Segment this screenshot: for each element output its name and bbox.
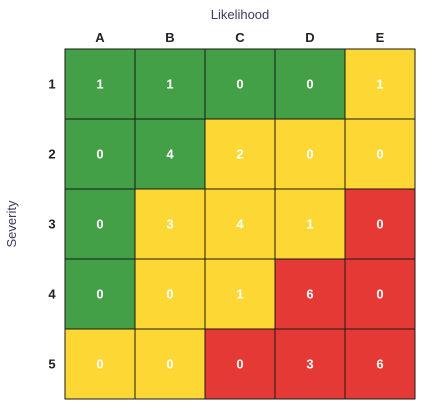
- heatmap-cell-value: 1: [236, 287, 243, 302]
- heatmap-cell: [274, 188, 346, 260]
- heatmap-cell: [64, 258, 136, 330]
- heatmap-cell: [204, 328, 276, 400]
- x-tick-label: B: [165, 30, 174, 45]
- y-tick-labels: 1 2 3 4 5: [48, 77, 56, 372]
- heatmap-cell-value: 4: [166, 147, 174, 162]
- heatmap-cell-value: 0: [306, 77, 313, 92]
- heatmap-cell: [274, 48, 346, 120]
- y-tick-label: 4: [48, 287, 56, 302]
- heatmap-cell: [64, 328, 136, 400]
- y-tick-label: 3: [48, 217, 55, 232]
- heatmap-cell: [204, 258, 276, 330]
- heatmap-cell: [274, 258, 346, 330]
- heatmap-cell-value: 3: [306, 357, 313, 372]
- x-tick-label: D: [305, 30, 314, 45]
- heatmap-cells: [64, 48, 416, 400]
- heatmap-cell-value: 4: [236, 217, 244, 232]
- x-tick-label: E: [376, 30, 385, 45]
- heatmap-cell-value: 1: [376, 77, 383, 92]
- heatmap-cell-value: 0: [96, 217, 103, 232]
- heatmap-cell-value: 0: [166, 357, 173, 372]
- heatmap-cell-value: 0: [306, 147, 313, 162]
- y-tick-label: 5: [48, 357, 55, 372]
- y-tick-label: 1: [48, 77, 55, 92]
- heatmap-cell: [134, 328, 206, 400]
- heatmap-cell-value: 6: [376, 357, 383, 372]
- heatmap-cell: [64, 118, 136, 190]
- heatmap-cell: [134, 258, 206, 330]
- heatmap-cell-value: 3: [166, 217, 173, 232]
- heatmap-cell-value: 0: [96, 357, 103, 372]
- heatmap-cell-value: 0: [236, 357, 243, 372]
- heatmap-cell: [344, 328, 416, 400]
- x-axis-title: Likelihood: [211, 7, 270, 22]
- heatmap-cell: [344, 118, 416, 190]
- y-axis-title: Severity: [4, 200, 19, 247]
- heatmap-cell-labels: 1 1 0 0 1 0 4 2 0 0 0 3 4 1 0 0 0 1 6 0 0 0 0 3 6: [96, 77, 383, 372]
- heatmap-cell: [204, 48, 276, 120]
- heatmap-cell-value: 1: [96, 77, 103, 92]
- x-tick-label: C: [235, 30, 245, 45]
- heatmap-cell-value: 2: [236, 147, 243, 162]
- heatmap-cell-value: 0: [236, 77, 243, 92]
- heatmap-cell-value: 0: [96, 287, 103, 302]
- heatmap-cell-value: 6: [306, 287, 313, 302]
- x-tick-label: A: [95, 30, 105, 45]
- heatmap-cell-value: 1: [306, 217, 313, 232]
- heatmap-cell-value: 0: [376, 217, 383, 232]
- heatmap-cell: [344, 258, 416, 330]
- heatmap-cell: [134, 188, 206, 260]
- heatmap-cell: [344, 188, 416, 260]
- heatmap-cell: [64, 48, 136, 120]
- heatmap-cell-value: 1: [166, 77, 173, 92]
- heatmap-cell-value: 0: [376, 147, 383, 162]
- heatmap-cell-value: 0: [376, 287, 383, 302]
- y-tick-label: 2: [48, 147, 55, 162]
- heatmap-cell-value: 0: [166, 287, 173, 302]
- x-tick-labels: A B C D E: [95, 30, 384, 45]
- heatmap-cell: [134, 48, 206, 120]
- heatmap-cell-value: 0: [96, 147, 103, 162]
- heatmap-cell: [204, 118, 276, 190]
